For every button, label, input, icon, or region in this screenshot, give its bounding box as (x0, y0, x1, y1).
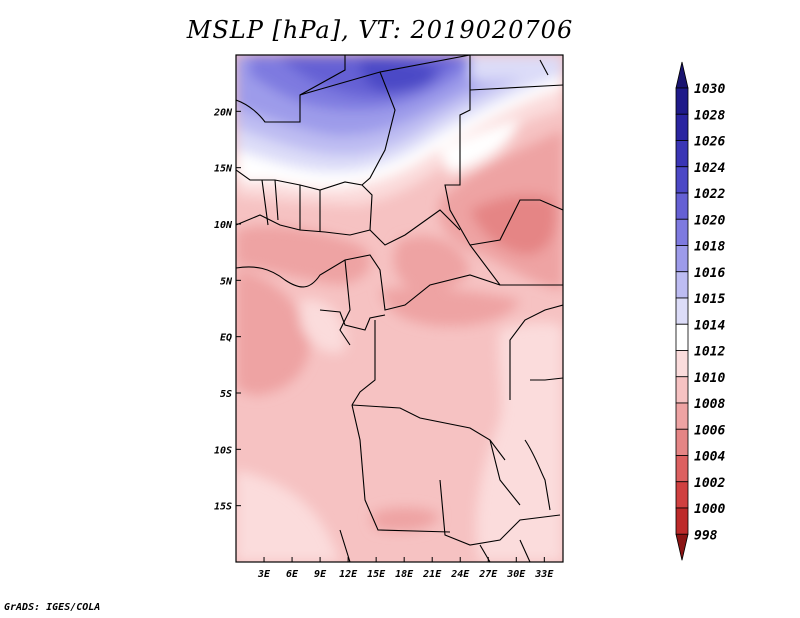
lon-tick-label: 27E (478, 569, 498, 580)
colorbar-label: 1020 (694, 213, 725, 228)
colorbar-swatch (675, 481, 689, 509)
colorbar-label: 1016 (694, 266, 725, 281)
colorbar-label: 1022 (694, 187, 725, 202)
colorbar-label: 998 (694, 528, 718, 543)
latitude-axis: 20N 15N 10N 5N EQ 5S 10S 15S (213, 107, 241, 513)
lon-tick-label: 12E (339, 569, 358, 580)
colorbar-swatch (675, 192, 689, 220)
colorbar-label: 1015 (694, 292, 725, 307)
pressure-field (236, 55, 563, 562)
colorbar-swatch (675, 113, 689, 141)
lon-tick-label: 3E (257, 569, 271, 580)
colorbar-swatch (675, 271, 689, 299)
colorbar-swatch (675, 87, 689, 115)
colorbar-swatch (675, 218, 689, 246)
longitude-axis: 3E 6E 9E 12E 15E 18E 21E 24E 27E 30E 33E (257, 557, 554, 580)
colorbar-swatch (675, 166, 689, 194)
colorbar-label: 1024 (694, 161, 725, 176)
lat-tick-label: 15N (214, 164, 233, 175)
colorbar-label: 1006 (694, 423, 725, 438)
colorbar-label: 1012 (694, 345, 725, 360)
colorbar-swatch (675, 140, 689, 168)
lon-tick-label: 18E (395, 569, 414, 580)
colorbar-swatch (675, 350, 689, 378)
colorbar-swatch (675, 402, 689, 430)
map-frame (235, 54, 564, 563)
lat-tick-label: EQ (220, 333, 232, 344)
colorbar-bottom-arrow (675, 533, 689, 561)
country-borders (236, 55, 563, 562)
colorbar-swatch (675, 245, 689, 273)
colorbar-swatch (675, 428, 689, 456)
lon-tick-label: 21E (422, 569, 442, 580)
colorbar-top-arrow (675, 61, 689, 89)
colorbar-swatch (675, 297, 689, 325)
colorbar-label: 1004 (694, 450, 725, 465)
colorbar-label: 1010 (694, 371, 725, 386)
colorbar-swatch (675, 455, 689, 483)
colorbar-swatch (675, 376, 689, 404)
lat-tick-label: 10N (214, 220, 233, 231)
credit-label: GrADS: IGES/COLA (4, 602, 101, 613)
lat-tick-label: 20N (213, 107, 233, 118)
colorbar-swatch (675, 507, 689, 535)
colorbar-label: 1000 (694, 502, 725, 517)
colorbar-label: 1018 (694, 240, 725, 255)
lon-tick-label: 30E (506, 569, 526, 580)
colorbar-label: 1028 (694, 108, 725, 123)
colorbar-label: 1026 (694, 135, 725, 150)
colorbar-label: 1008 (694, 397, 725, 412)
lon-tick-label: 33E (534, 569, 554, 580)
colorbar-swatch (675, 323, 689, 351)
lon-tick-label: 9E (314, 569, 327, 580)
colorbar-label: 1002 (694, 476, 725, 491)
map-title: MSLP [hPa], VT: 2019020706 (186, 16, 574, 44)
colorbar: 1030 1028 1026 1024 1022 1020 1018 1016 1015 1014… (675, 61, 725, 561)
lon-tick-label: 15E (367, 569, 386, 580)
lon-tick-label: 6E (286, 569, 299, 580)
lon-tick-label: 24E (450, 569, 470, 580)
lat-tick-label: 10S (214, 445, 232, 456)
colorbar-label: 1030 (694, 82, 725, 97)
lat-tick-label: 5S (220, 389, 232, 400)
colorbar-label: 1014 (694, 318, 725, 333)
lat-tick-label: 5N (220, 276, 233, 287)
lat-tick-label: 15S (214, 502, 232, 513)
